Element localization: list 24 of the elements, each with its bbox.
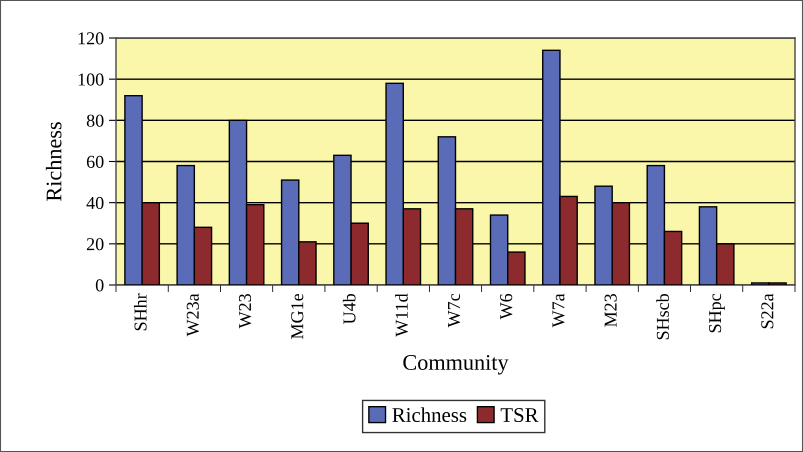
y-axis-title: Richness xyxy=(46,122,62,201)
x-tick-label: U4b xyxy=(342,294,356,324)
x-tick-label: W23a xyxy=(186,294,199,336)
y-tick-label: 60 xyxy=(86,156,104,168)
x-tick-label: SHscb xyxy=(656,294,669,340)
x-axis-title: Community xyxy=(403,355,509,375)
y-tick-label: 80 xyxy=(86,114,104,127)
x-tick-label: W11d xyxy=(395,294,408,337)
legend-label: Richness xyxy=(392,407,466,422)
y-tick-label: 100 xyxy=(78,73,104,86)
x-tick-label: SHpc xyxy=(709,294,725,332)
y-tick-label: 20 xyxy=(86,238,104,250)
x-tick-label: SHhr xyxy=(134,293,147,330)
y-tick-label: 40 xyxy=(86,196,104,210)
x-tick-label: S22a xyxy=(761,294,774,328)
x-tick-label: W7a xyxy=(552,294,565,328)
y-tick-label: 120 xyxy=(78,32,104,44)
x-tick-label: W6 xyxy=(500,294,512,320)
x-tick-label: W23 xyxy=(238,294,252,328)
x-tick-label: M23 xyxy=(604,294,617,327)
x-tick-label: MG1e xyxy=(291,294,304,339)
x-tick-label: W7c xyxy=(448,294,460,328)
y-tick-label: 0 xyxy=(96,279,104,292)
legend-label: TSR xyxy=(500,408,539,422)
